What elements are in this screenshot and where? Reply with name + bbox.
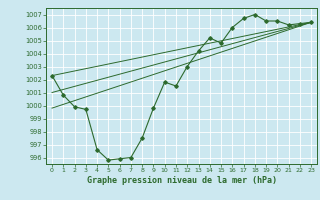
X-axis label: Graphe pression niveau de la mer (hPa): Graphe pression niveau de la mer (hPa): [87, 176, 276, 185]
